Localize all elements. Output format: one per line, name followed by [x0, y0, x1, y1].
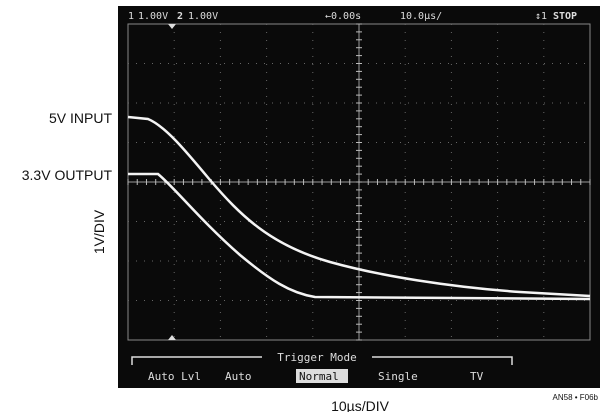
channel1-label: 1	[128, 11, 134, 22]
menu-title: Trigger Mode	[277, 351, 356, 364]
channel2-label: 2	[177, 11, 183, 22]
output-label: 3.3V OUTPUT	[22, 167, 113, 183]
x-scale-label: 10µs/DIV	[331, 398, 390, 412]
time-offset: ←0.00s	[325, 11, 361, 22]
menu-bracket	[131, 356, 513, 365]
graticule-mark	[168, 24, 176, 29]
menu-item[interactable]: Auto Lvl	[148, 370, 201, 383]
time-scale: 10.0µs/	[400, 11, 442, 22]
run-status: STOP	[553, 11, 577, 22]
menu-item[interactable]: TV	[470, 370, 484, 383]
y-scale-label: 1V/DIV	[91, 209, 107, 254]
menu-highlight	[296, 369, 348, 383]
input-trace	[127, 115, 591, 298]
trigger-indicator: ↕1	[535, 11, 547, 22]
output-trace	[128, 172, 591, 301]
menu-item[interactable]: Single	[378, 370, 418, 383]
input-label: 5V INPUT	[49, 110, 112, 126]
menu-item[interactable]: Normal	[299, 370, 339, 383]
graticule-mark	[168, 335, 176, 340]
menu-item[interactable]: Auto	[225, 370, 252, 383]
graticule	[127, 23, 591, 341]
channel2-scale: 1.00V	[188, 11, 218, 22]
channel1-scale: 1.00V	[138, 11, 168, 22]
figure-id: AN58 • F06b	[553, 393, 599, 402]
